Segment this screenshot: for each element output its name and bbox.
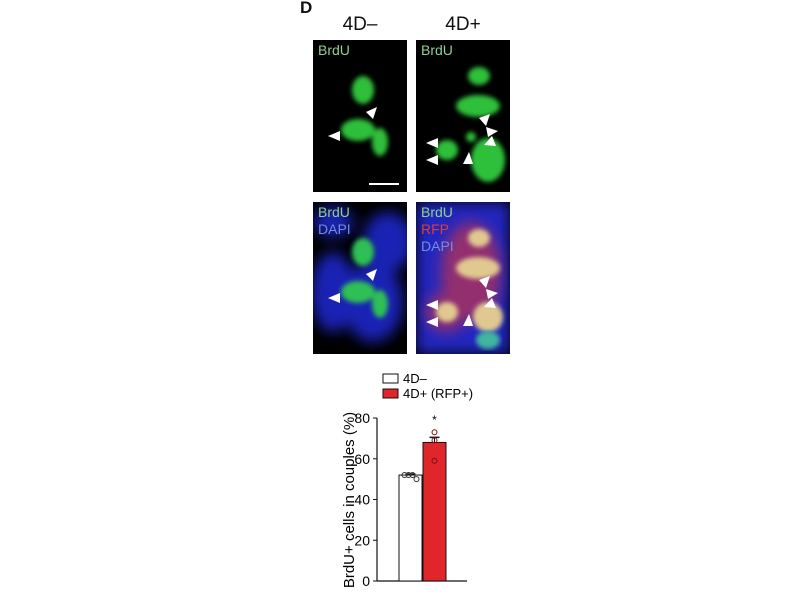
y-axis-label: BrdU+ cells in couples (%) <box>341 412 358 588</box>
legend-swatch-4d-minus <box>382 373 399 384</box>
data-point <box>431 437 438 444</box>
micrograph-4d-minus-brdu-dapi: BrdU DAPI <box>313 202 407 354</box>
data-point <box>431 429 438 436</box>
channel-label-brdu: BrdU <box>421 42 453 58</box>
y-tick-label: 40 <box>354 492 370 508</box>
micrograph-4d-plus-brdu-rfp-dapi: BrdU RFP DAPI <box>416 202 510 354</box>
data-point <box>431 457 438 464</box>
micrograph-4d-minus-brdu: BrdU <box>313 40 407 192</box>
y-tick-label: 20 <box>354 532 370 548</box>
legend-swatch-4d-plus <box>382 388 399 399</box>
column-label-4d-plus: 4D+ <box>445 14 481 35</box>
channel-label-rfp: RFP <box>421 221 449 237</box>
column-label-4d-minus: 4D– <box>342 14 378 35</box>
data-point <box>401 472 408 479</box>
y-tick-label: 0 <box>362 573 370 589</box>
channel-label-brdu: BrdU <box>318 204 350 220</box>
channel-label-dapi: DAPI <box>318 221 351 237</box>
significance-star: * <box>432 413 437 427</box>
legend-label-4d-plus: 4D+ (RFP+) <box>403 386 473 401</box>
data-point <box>409 472 416 479</box>
data-point <box>405 472 412 479</box>
panel-letter: D <box>300 0 313 17</box>
channel-label-dapi: DAPI <box>421 238 454 254</box>
legend-label-4d-minus: 4D– <box>403 371 428 386</box>
micrograph-4d-plus-brdu: BrdU <box>416 40 510 192</box>
bar-4d-minus <box>398 474 423 582</box>
y-tick-label: 60 <box>354 451 370 467</box>
channel-label-brdu: BrdU <box>421 204 453 220</box>
y-tick-label: 80 <box>354 410 370 426</box>
legend: 4D– 4D+ (RFP+) <box>382 371 473 401</box>
channel-label-brdu: BrdU <box>318 42 350 58</box>
data-point <box>413 476 420 483</box>
